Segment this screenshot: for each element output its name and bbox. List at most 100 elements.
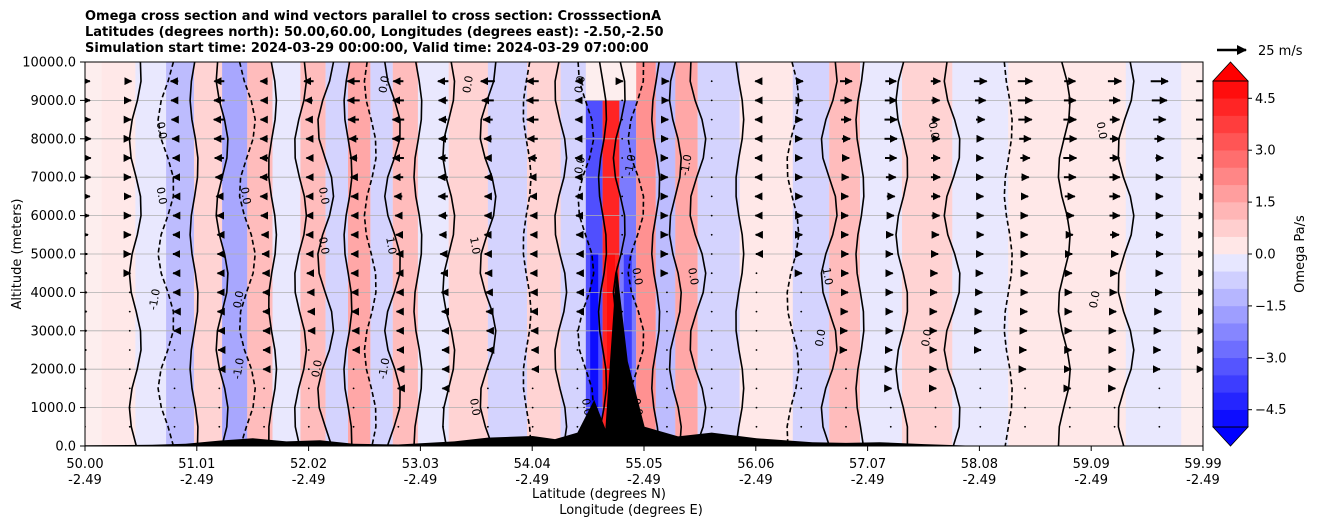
wind-vector [889, 425, 892, 428]
omega-contour [522, 62, 532, 446]
y-tick-label: 6000.0 [31, 209, 77, 224]
x-tick-label-lon: -2.49 [404, 473, 438, 488]
x-tick-label-lat: 54.04 [514, 457, 551, 472]
wind-vector [666, 368, 668, 371]
x-tick-label-lon: -2.49 [515, 473, 549, 488]
chart-title-line-1: Omega cross section and wind vectors par… [85, 9, 662, 24]
wind-vector [397, 406, 400, 409]
wind-vector [531, 387, 534, 390]
x-tick-label-lon: -2.49 [180, 473, 214, 488]
wind-vector [576, 349, 579, 351]
wind-vector [1158, 387, 1161, 390]
contour-label: 0.0 [685, 267, 701, 286]
contour-label: 0.0 [154, 186, 170, 205]
colorbar-segment [1212, 374, 1249, 393]
colorbar-segment [1212, 288, 1249, 307]
wind-vector [710, 233, 713, 236]
colorbar-segment [1212, 271, 1249, 289]
colorbar-segment [1212, 167, 1249, 186]
wind-vector [934, 406, 937, 409]
wind-vector [128, 406, 131, 409]
wind-vector [666, 329, 668, 332]
wind-vector [576, 387, 579, 390]
wind-vector [621, 425, 624, 428]
y-tick-label: 1000.0 [31, 401, 77, 416]
wind-vector [800, 329, 803, 332]
wind-vector [307, 349, 310, 351]
wind-vector [1113, 406, 1116, 409]
wind-vector [621, 368, 624, 371]
colorbar-tick-label: 3.0 [1255, 144, 1276, 159]
wind-vector [218, 425, 221, 428]
wind-vector [173, 368, 176, 371]
wind-vector [621, 291, 624, 294]
y-axis: 0.0 1000.0 2000.0 3000.0 4000.0 5000.0 6000.0 7… [22, 56, 85, 455]
omega-core [623, 254, 632, 446]
wind-vector [710, 310, 713, 313]
colorbar-tick-label: 0.0 [1255, 248, 1276, 263]
y-tick-label: 9000.0 [31, 94, 77, 109]
wind-vector [1113, 425, 1116, 428]
omega-contour [855, 62, 865, 446]
colorbar-segment [1212, 184, 1249, 203]
wind-vector [755, 406, 758, 409]
x-tick-label-lat: 56.06 [737, 457, 774, 472]
contour-label-layer: 0.0 0.0 0.0 -1.0 1.0 0.0 0.0 -1.0 1.0 0.0 0.0 -1.0 0… [146, 75, 1109, 417]
omega-contour [267, 62, 278, 446]
wind-vector [486, 406, 489, 409]
colorbar: 4.5 3.0 1.5 0.0 −1.5 −3.0 −4.5 [1212, 61, 1287, 447]
wind-vector [576, 368, 579, 371]
wind-vector [710, 425, 713, 428]
contour-label: 0.0 [460, 75, 476, 94]
colorbar-segment [1212, 340, 1249, 359]
colorbar-tick-label: 1.5 [1255, 196, 1276, 211]
x-tick-label-lat: 50.00 [66, 457, 103, 472]
wind-vector [755, 425, 758, 428]
contour-label: 1.0 [820, 267, 836, 286]
wind-vector [352, 425, 355, 428]
wind-vector [263, 425, 265, 428]
wind-vector [621, 310, 624, 313]
wind-vector [621, 272, 624, 275]
wind-vector [263, 406, 265, 409]
y-tick-label: 10000.0 [22, 56, 76, 71]
colorbar-extend-high [1212, 61, 1249, 82]
y-tick-label: 4000.0 [31, 286, 77, 301]
chart-title-line-2: Latitudes (degrees north): 50.00,60.00, … [85, 25, 664, 40]
vector-key: 25 m/s [1217, 44, 1303, 59]
wind-vector [845, 406, 847, 409]
wind-vector [621, 157, 624, 159]
wind-vector [710, 157, 713, 159]
wind-vector [800, 291, 803, 294]
omega-contour [413, 62, 423, 446]
wind-vector [173, 349, 176, 351]
omega-contour [650, 62, 661, 446]
wind-vector [128, 310, 131, 313]
wind-vector [173, 406, 176, 409]
x-tick-label-lat: 59.99 [1184, 457, 1221, 472]
contour-label: 0.0 [813, 328, 829, 347]
wind-vector [173, 387, 176, 390]
colorbar-extend-low [1212, 426, 1249, 447]
wind-vector [218, 406, 221, 409]
wind-vector [710, 99, 713, 102]
x-tick-label-lat: 52.02 [290, 457, 327, 472]
wind-vector [307, 425, 310, 428]
wind-vector [845, 368, 847, 371]
wind-vector [755, 291, 758, 294]
omega-contour [554, 62, 568, 446]
wind-vector [218, 387, 221, 390]
wind-vector [621, 406, 624, 409]
x-tick-label-lat: 58.08 [961, 457, 998, 472]
wind-vector [710, 387, 713, 390]
contour-label: 0.0 [926, 121, 942, 140]
x-tick-label-lon: -2.49 [1074, 473, 1108, 488]
wind-vector [621, 329, 624, 332]
contour-label: 0.0 [919, 328, 935, 347]
x-tick-label-lat: 51.01 [178, 457, 215, 472]
wind-vector [397, 425, 400, 428]
wind-vector [128, 425, 131, 428]
wind-vector [1024, 406, 1026, 409]
wind-vector [263, 387, 265, 390]
colorbar-tick-label: −1.5 [1255, 299, 1287, 314]
